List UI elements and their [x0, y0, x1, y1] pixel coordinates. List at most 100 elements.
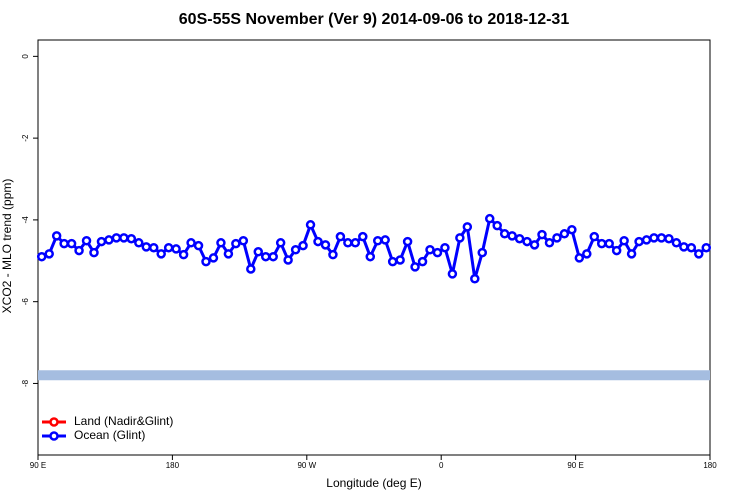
data-point [417, 256, 428, 267]
data-point [484, 213, 495, 224]
data-point [507, 231, 517, 241]
data-point [328, 249, 338, 260]
data-point [298, 240, 308, 251]
data-point [313, 236, 323, 247]
data-point [141, 242, 152, 252]
x-tick-label: 90 W [297, 461, 316, 470]
series-line [41, 215, 708, 280]
y-tick-label: -2 [21, 134, 30, 142]
data-point [246, 264, 256, 274]
data-point [193, 240, 204, 251]
data-point [305, 220, 316, 230]
data-point [499, 229, 510, 239]
data-point [275, 238, 286, 248]
legend-label: Ocean (Glint) [74, 428, 145, 442]
data-point [231, 238, 241, 249]
data-point [208, 253, 219, 263]
legend-label: Land (Nadir&Glint) [74, 414, 173, 428]
data-point [544, 238, 555, 248]
data-point [81, 236, 92, 246]
data-point [335, 231, 346, 242]
data-point [604, 238, 614, 249]
data-point [619, 236, 629, 246]
x-axis-title: Longitude (deg E) [326, 476, 421, 490]
data-point [134, 238, 144, 248]
data-point [559, 229, 570, 239]
data-point [440, 242, 450, 253]
data-point [582, 249, 592, 259]
data-point [470, 274, 480, 284]
data-point [492, 220, 502, 231]
data-point [156, 249, 166, 259]
data-point [664, 233, 674, 244]
data-point [514, 233, 525, 244]
data-point [372, 236, 383, 246]
data-point [686, 242, 697, 253]
data-point [163, 242, 174, 253]
data-point [201, 256, 211, 267]
data-point [223, 249, 234, 259]
data-point [171, 244, 181, 254]
data-point [119, 233, 129, 243]
data-point [186, 238, 196, 248]
data-point [290, 244, 301, 255]
data-point [462, 222, 473, 232]
data-point [320, 240, 331, 250]
data-point [589, 231, 600, 242]
data-point [74, 245, 84, 256]
data-point [634, 236, 644, 247]
data-point [425, 244, 435, 255]
data-point [596, 238, 607, 249]
data-point [343, 238, 353, 248]
data-point [477, 247, 488, 258]
data-point [66, 238, 77, 249]
y-tick-label: -6 [21, 298, 30, 306]
data-point [358, 231, 368, 242]
data-point [447, 269, 458, 279]
data-point [365, 251, 376, 262]
data-point [656, 233, 667, 243]
data-point [268, 251, 278, 262]
y-tick-label: 0 [21, 54, 30, 59]
data-point [574, 253, 585, 263]
data-point [148, 242, 159, 253]
data-point [567, 224, 577, 235]
data-point [89, 247, 99, 258]
data-point [51, 231, 62, 241]
data-point [253, 247, 264, 257]
data-point [529, 240, 540, 250]
data-point [701, 242, 712, 253]
data-point [104, 235, 114, 245]
y-tick-label: -4 [21, 216, 30, 224]
data-point [432, 247, 443, 258]
data-point [611, 245, 622, 256]
legend-marker [49, 417, 59, 427]
data-point [260, 251, 271, 262]
data-point [59, 238, 69, 249]
data-point [36, 251, 47, 262]
data-point [380, 235, 390, 245]
data-point [126, 233, 137, 244]
data-point [537, 229, 547, 240]
x-tick-label: 180 [166, 461, 180, 470]
data-point [552, 233, 562, 243]
data-point [238, 236, 249, 246]
data-point [522, 236, 532, 247]
data-point [387, 256, 398, 267]
data-point [96, 236, 107, 247]
data-point [626, 249, 637, 259]
chart-title: 60S-55S November (Ver 9) 2014-09-06 to 2… [179, 11, 570, 28]
data-point [402, 236, 413, 247]
x-tick-label: 180 [703, 461, 717, 470]
data-point [111, 233, 122, 243]
data-point [283, 255, 293, 265]
y-tick-label: -8 [21, 379, 30, 387]
data-point [649, 233, 659, 243]
y-axis-title: XCO2 - MLO trend (ppm) [0, 179, 14, 314]
x-tick-label: 90 E [30, 461, 46, 470]
data-point [694, 249, 704, 259]
data-point [395, 255, 405, 265]
data-point [641, 235, 652, 245]
data-point [350, 238, 361, 248]
